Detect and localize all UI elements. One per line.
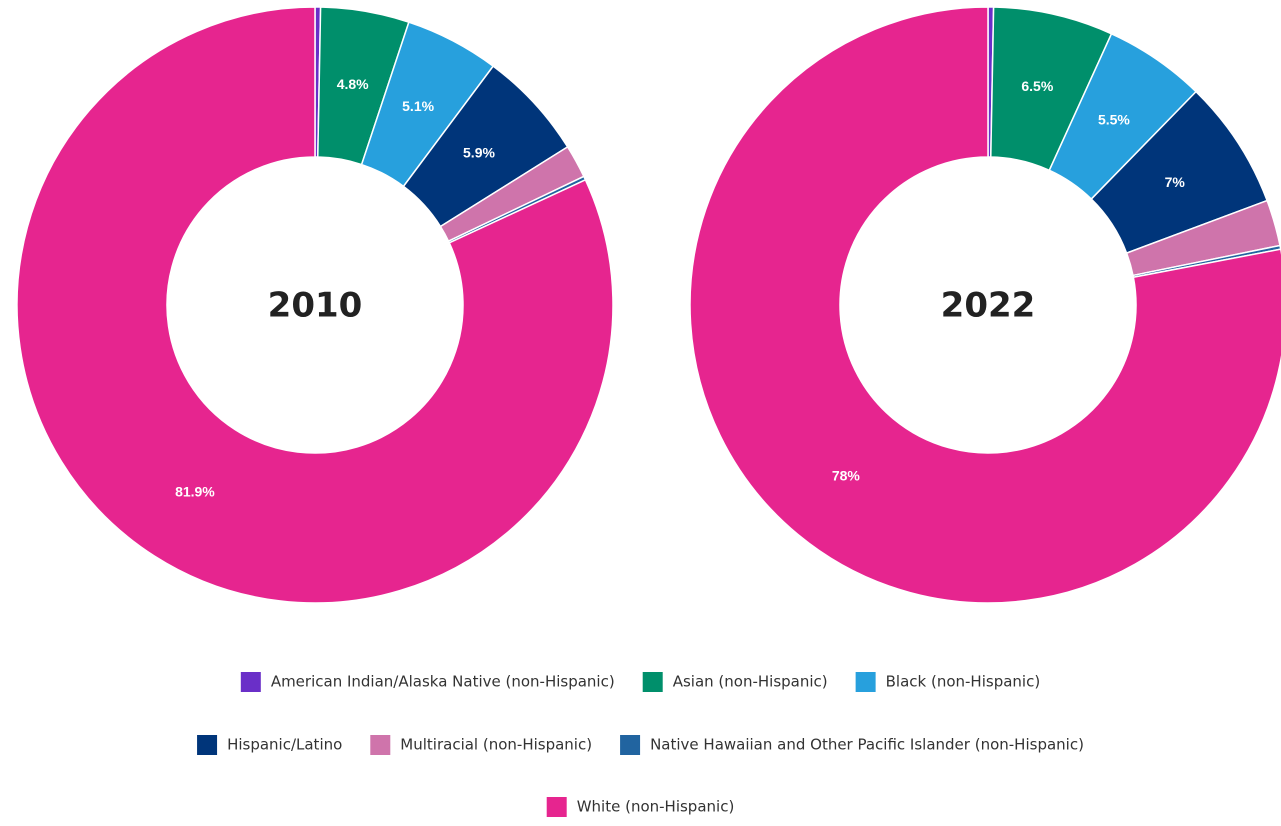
legend-label: Hispanic/Latino bbox=[227, 736, 342, 754]
legend-swatch bbox=[642, 672, 663, 692]
value-label: 5.1% bbox=[402, 98, 434, 114]
legend-swatch bbox=[240, 672, 261, 692]
legend-swatch bbox=[197, 735, 218, 755]
donut-slice bbox=[16, 6, 614, 604]
donut-slice bbox=[689, 6, 1281, 604]
legend-label: Asian (non-Hispanic) bbox=[673, 673, 828, 691]
donut-center-title: 2022 bbox=[941, 286, 1036, 326]
legend-label: American Indian/Alaska Native (non-Hispa… bbox=[271, 673, 615, 691]
legend-label: Multiracial (non-Hispanic) bbox=[400, 736, 592, 754]
legend-swatch bbox=[546, 797, 567, 817]
value-label: 5.5% bbox=[1098, 112, 1130, 128]
value-label: 78% bbox=[832, 468, 861, 484]
value-label: 6.5% bbox=[1021, 78, 1053, 94]
legend-label: White (non-Hispanic) bbox=[577, 798, 735, 816]
legend-swatch bbox=[370, 735, 391, 755]
legend-label: Black (non-Hispanic) bbox=[886, 673, 1041, 691]
legend-label: Native Hawaiian and Other Pacific Island… bbox=[650, 736, 1084, 754]
donut-center-title: 2010 bbox=[268, 286, 363, 326]
value-label: 7% bbox=[1165, 174, 1186, 190]
legend-swatch bbox=[620, 735, 641, 755]
value-label: 4.8% bbox=[337, 76, 369, 92]
value-label: 5.9% bbox=[463, 145, 495, 161]
value-label: 81.9% bbox=[175, 484, 215, 500]
legend-swatch bbox=[855, 672, 876, 692]
